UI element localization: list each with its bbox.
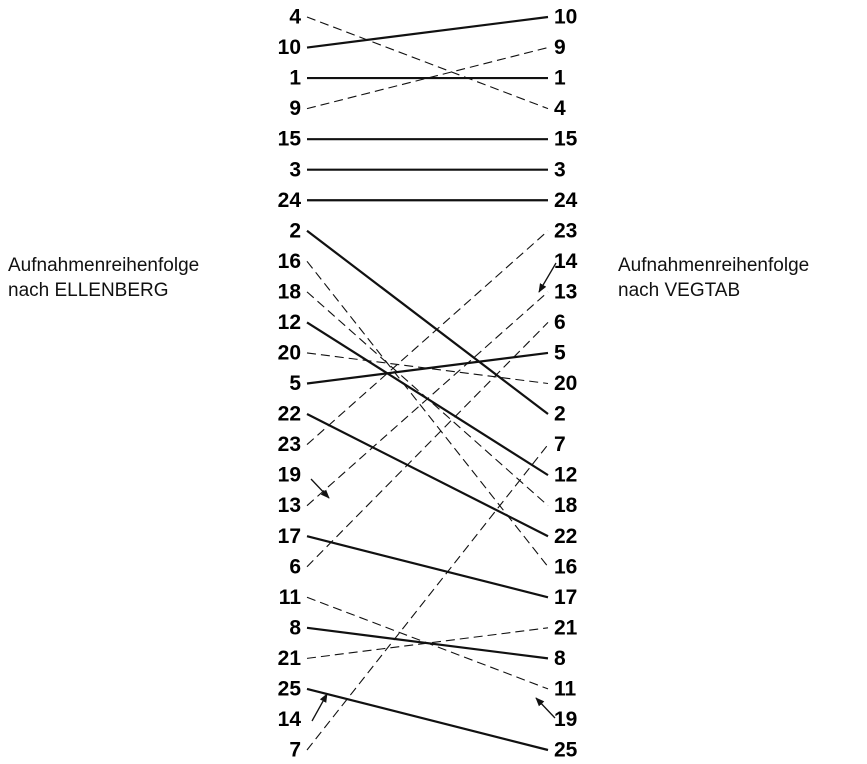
left-number: 14 xyxy=(278,708,302,731)
right-caption: nach VEGTAB xyxy=(618,280,740,301)
left-number: 8 xyxy=(289,616,301,639)
left-number: 22 xyxy=(278,403,301,426)
link xyxy=(306,535,549,599)
left-caption: nach ELLENBERG xyxy=(8,280,169,301)
left-number: 15 xyxy=(278,128,302,151)
left-number: 21 xyxy=(278,647,302,670)
left-number: 7 xyxy=(289,739,301,762)
link xyxy=(306,229,549,415)
link xyxy=(306,322,549,568)
arrow xyxy=(311,693,328,722)
link xyxy=(306,627,549,659)
link xyxy=(306,291,549,507)
right-number: 15 xyxy=(554,128,578,151)
left-number: 9 xyxy=(289,97,301,120)
left-number: 12 xyxy=(278,311,301,334)
right-number: 8 xyxy=(554,647,566,670)
right-number: 17 xyxy=(554,586,577,609)
left-number: 17 xyxy=(278,525,301,548)
right-number: 11 xyxy=(554,677,577,700)
left-number: 2 xyxy=(289,219,301,242)
right-number: 22 xyxy=(554,525,577,548)
right-number: 16 xyxy=(554,555,577,578)
link xyxy=(306,230,549,445)
left-number: 18 xyxy=(278,280,302,303)
left-number: 19 xyxy=(278,464,301,487)
link xyxy=(306,260,549,568)
right-number: 20 xyxy=(554,372,577,395)
right-number: 19 xyxy=(554,708,577,731)
arrows xyxy=(310,262,557,722)
link xyxy=(306,444,549,751)
link xyxy=(306,626,549,660)
left-number: 10 xyxy=(278,36,301,59)
arrow xyxy=(538,262,557,293)
right-number: 12 xyxy=(554,464,577,487)
left-number: 13 xyxy=(278,494,301,517)
left-number: 24 xyxy=(278,189,302,212)
right-number: 2 xyxy=(554,403,566,426)
link xyxy=(306,16,549,110)
left-number: 6 xyxy=(289,555,301,578)
right-number: 7 xyxy=(554,433,566,456)
right-number: 3 xyxy=(554,158,566,181)
link xyxy=(306,352,549,385)
right-number: 24 xyxy=(554,189,578,212)
right-number: 6 xyxy=(554,311,566,334)
right-number: 14 xyxy=(554,250,578,273)
link xyxy=(306,351,549,385)
left-number: 5 xyxy=(289,372,301,395)
left-number: 11 xyxy=(279,586,302,609)
right-number: 13 xyxy=(554,280,577,303)
link xyxy=(306,687,549,752)
left-number: 4 xyxy=(289,6,301,29)
right-number: 5 xyxy=(554,342,566,365)
arrow xyxy=(310,478,330,499)
left-caption: Aufnahmenreihenfolge xyxy=(8,255,199,276)
left-number: 16 xyxy=(278,250,301,273)
right-caption: Aufnahmenreihenfolge xyxy=(618,255,809,276)
left-number: 3 xyxy=(289,158,301,181)
right-number: 21 xyxy=(554,616,578,639)
right-number: 10 xyxy=(554,6,577,29)
right-number: 18 xyxy=(554,494,578,517)
right-number: 9 xyxy=(554,36,566,59)
right-number: 1 xyxy=(554,67,566,90)
right-number: 4 xyxy=(554,97,566,120)
left-number: 25 xyxy=(278,677,302,700)
right-number: 25 xyxy=(554,739,578,762)
link xyxy=(306,413,549,538)
left-number: 20 xyxy=(278,342,301,365)
arrow xyxy=(535,697,556,719)
left-number: 1 xyxy=(289,67,301,90)
right-number: 23 xyxy=(554,219,577,242)
left-number: 23 xyxy=(278,433,301,456)
link xyxy=(306,15,549,49)
